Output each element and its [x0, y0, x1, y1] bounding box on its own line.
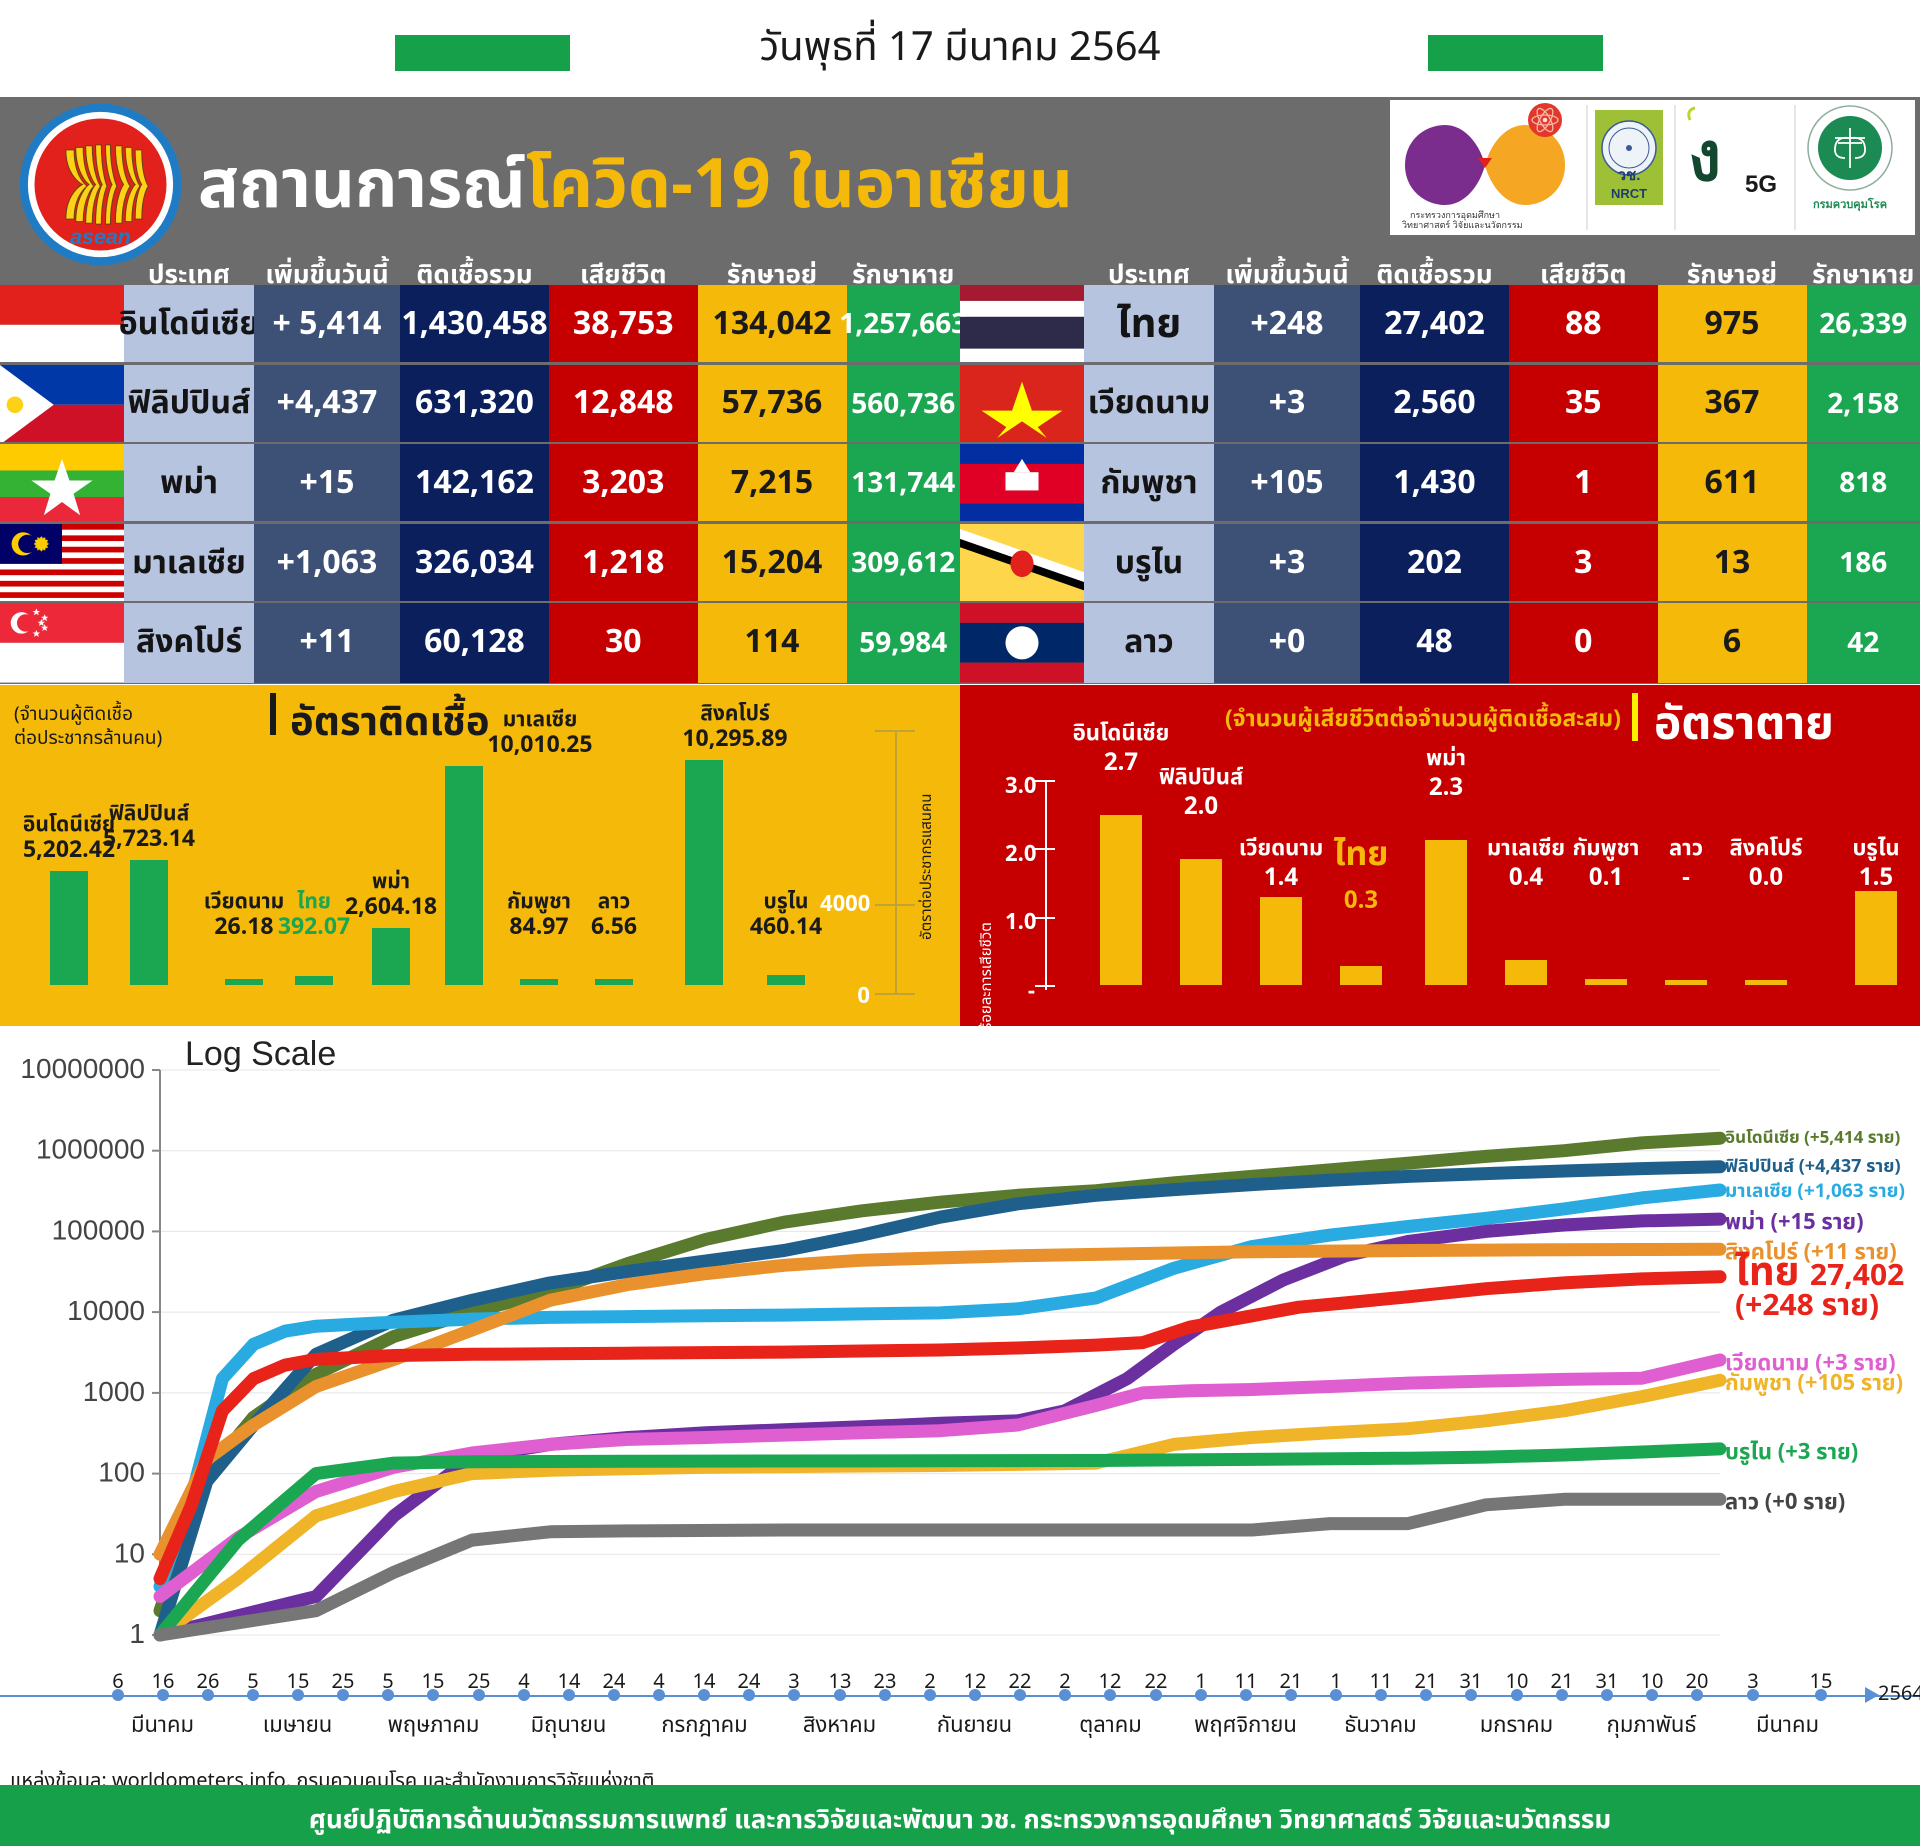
svg-text:NRCT: NRCT — [1611, 186, 1647, 201]
svg-text:10000000: 10000000 — [20, 1053, 145, 1084]
svg-text:100000: 100000 — [52, 1214, 145, 1245]
svg-text:100: 100 — [98, 1457, 145, 1488]
svg-text:5G: 5G — [1745, 171, 1777, 198]
svg-text:1: 1 — [129, 1618, 145, 1649]
svg-text:Log Scale: Log Scale — [185, 1035, 336, 1073]
svg-text:10: 10 — [114, 1537, 145, 1568]
svg-text:1000000: 1000000 — [36, 1134, 145, 1165]
svg-text:ง: ง — [1688, 119, 1721, 195]
svg-text:1000: 1000 — [83, 1376, 145, 1407]
svg-text:วิทยาศาสตร์ วิจัยและนวัตกรรม: วิทยาศาสตร์ วิจัยและนวัตกรรม — [1402, 219, 1523, 230]
svg-text:วช.: วช. — [1618, 167, 1641, 184]
svg-text:10000: 10000 — [67, 1295, 145, 1326]
svg-text:กรมควบคุมโรค: กรมควบคุมโรค — [1813, 197, 1887, 212]
svg-text:asean: asean — [70, 225, 131, 249]
